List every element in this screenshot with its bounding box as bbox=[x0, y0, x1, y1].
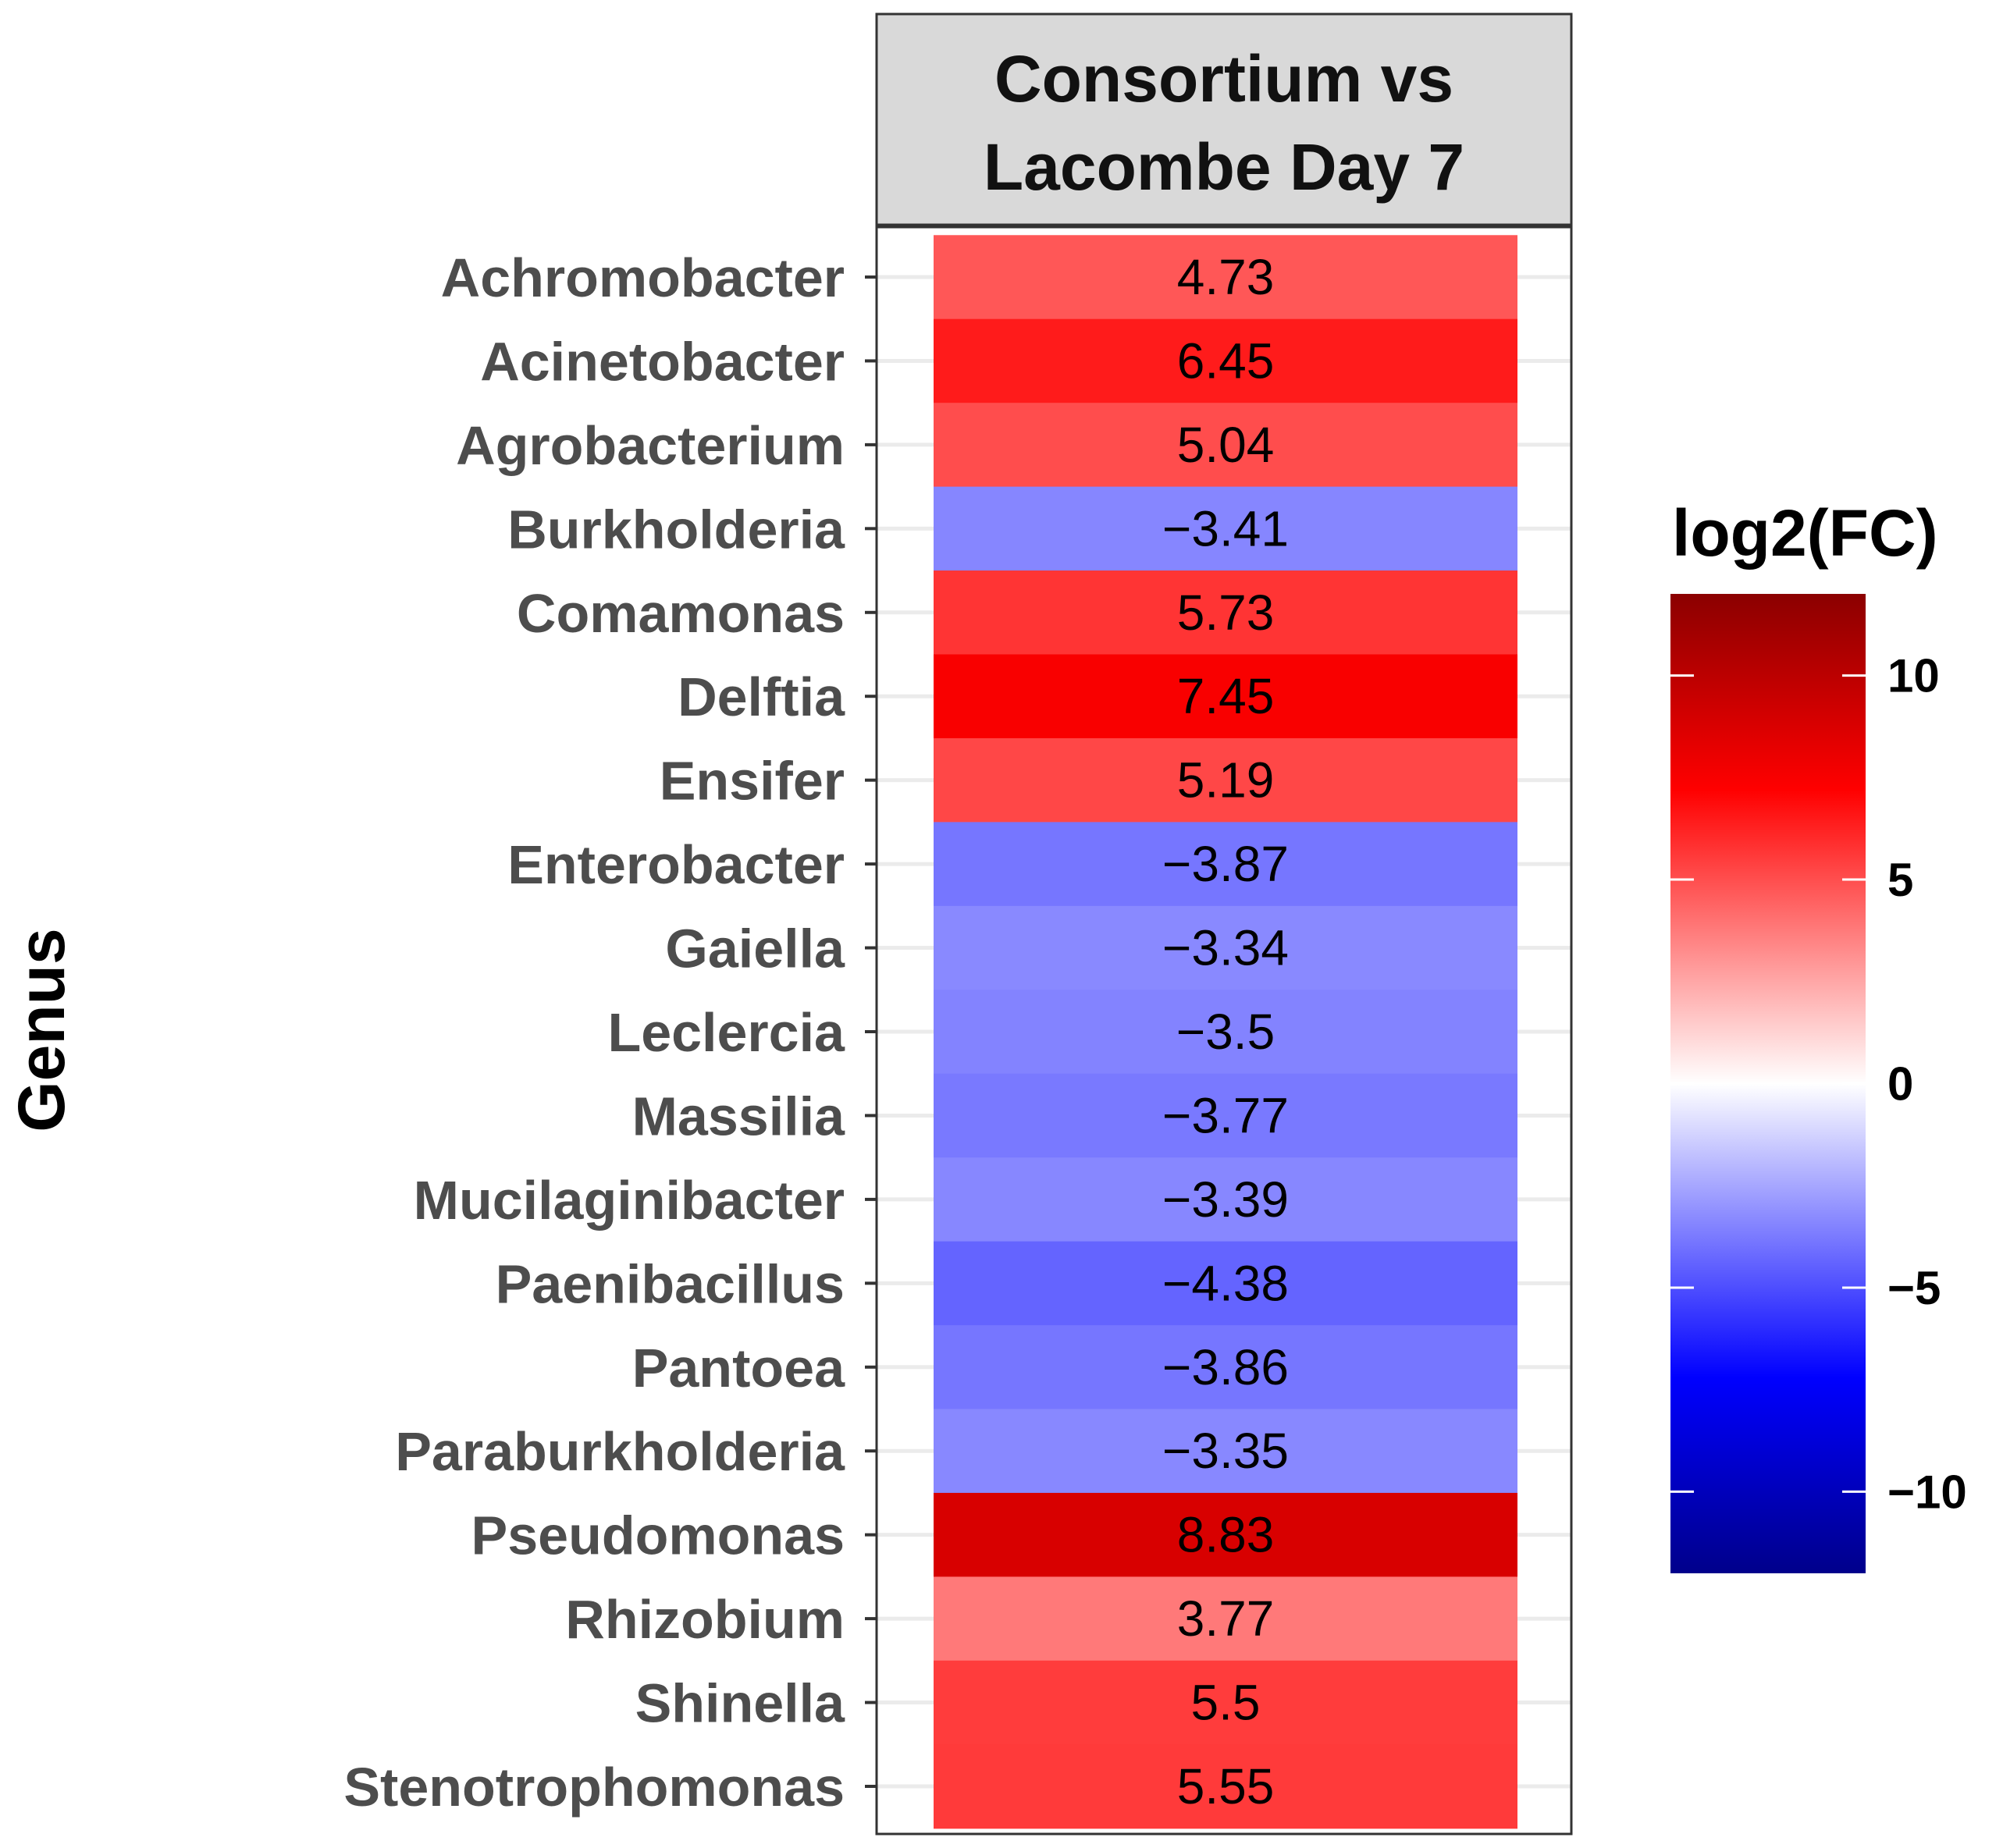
genus-label-leclercia: Leclercia bbox=[607, 1002, 845, 1063]
genus-label-paenibacillus: Paenibacillus bbox=[496, 1253, 845, 1314]
cell-value-label: −3.77 bbox=[1162, 1087, 1289, 1143]
heatmap-cell-paraburkholderia bbox=[934, 1409, 1517, 1494]
genus-label-enterobacter: Enterobacter bbox=[507, 834, 845, 895]
cell-value-label: −3.35 bbox=[1162, 1423, 1289, 1479]
genus-label-pantoea: Pantoea bbox=[632, 1338, 845, 1398]
genus-label-burkholderia: Burkholderia bbox=[507, 499, 845, 560]
heatmap-cell-pseudomonas bbox=[934, 1492, 1517, 1577]
heatmap-cell-gaiella bbox=[934, 905, 1517, 990]
heatmap-cell-achromobacter bbox=[934, 235, 1517, 320]
heatmap-cell-shinella bbox=[934, 1660, 1517, 1745]
cell-value-label: 5.73 bbox=[1177, 585, 1275, 641]
heatmap-cell-acinetobacter bbox=[934, 318, 1517, 403]
cell-value-label: −3.39 bbox=[1162, 1171, 1289, 1228]
legend-tick-label: −5 bbox=[1887, 1262, 1941, 1314]
genus-label-comamonas: Comamonas bbox=[517, 583, 845, 644]
cell-value-label: −3.86 bbox=[1162, 1339, 1289, 1395]
cell-value-label: −3.5 bbox=[1176, 1004, 1275, 1060]
cell-value-label: −3.34 bbox=[1162, 920, 1289, 976]
legend-tick-label: 5 bbox=[1887, 854, 1913, 906]
genus-label-ensifer: Ensifer bbox=[660, 751, 845, 812]
genus-label-pseudomonas: Pseudomonas bbox=[471, 1505, 845, 1566]
heatmap-cell-burkholderia bbox=[934, 486, 1517, 571]
heatmap-cell-delftia bbox=[934, 654, 1517, 739]
facet-strip bbox=[875, 12, 1573, 226]
cell-value-label: −4.38 bbox=[1162, 1255, 1289, 1311]
genus-label-delftia: Delftia bbox=[678, 666, 845, 727]
heatmap-cell-leclercia bbox=[934, 990, 1517, 1075]
genus-label-achromobacter: Achromobacter bbox=[441, 247, 845, 308]
cell-value-label: 7.45 bbox=[1177, 668, 1275, 724]
heatmap-cell-agrobacterium bbox=[934, 403, 1517, 488]
genus-label-shinella: Shinella bbox=[635, 1673, 845, 1734]
legend-title: log2(FC) bbox=[1672, 496, 1938, 570]
cell-value-label: 3.77 bbox=[1177, 1590, 1275, 1647]
facet-title-line-2: Lacombe Day 7 bbox=[984, 130, 1464, 204]
heatmap-cell-stenotrophomonas bbox=[934, 1744, 1517, 1829]
genus-axis-labels: Achromobacter Acinetobacter Agrobacterium B… bbox=[343, 247, 877, 1818]
heatmap-cell-ensifer bbox=[934, 737, 1517, 823]
legend-ticks: 10 5 0 −5 −10 bbox=[1670, 650, 1967, 1518]
genus-label-acinetobacter: Acinetobacter bbox=[480, 331, 845, 392]
genus-label-agrobacterium: Agrobacterium bbox=[456, 415, 845, 476]
heatmap-cell-massilia bbox=[934, 1073, 1517, 1158]
cell-value-label: 5.55 bbox=[1177, 1758, 1275, 1814]
heatmap-cell-enterobacter bbox=[934, 822, 1517, 907]
heatmap-cell-comamonas bbox=[934, 570, 1517, 656]
cell-value-label: 5.19 bbox=[1177, 752, 1275, 808]
cell-value-label: 8.83 bbox=[1177, 1507, 1275, 1563]
cell-value-label: 6.45 bbox=[1177, 332, 1275, 389]
cell-value-label: 5.5 bbox=[1191, 1675, 1261, 1731]
heatmap-cell-pantoea bbox=[934, 1325, 1517, 1410]
genus-label-gaiella: Gaiella bbox=[665, 919, 845, 979]
genus-label-mucilaginibacter: Mucilaginibacter bbox=[414, 1170, 845, 1231]
legend-tick-label: −10 bbox=[1887, 1466, 1967, 1518]
facet-title-line-1: Consortium vs bbox=[994, 42, 1453, 116]
heatmap-cell-paenibacillus bbox=[934, 1241, 1517, 1326]
genus-label-paraburkholderia: Paraburkholderia bbox=[395, 1421, 845, 1482]
legend-tick-label: 0 bbox=[1887, 1058, 1913, 1111]
plot-panel-border bbox=[875, 226, 1573, 1836]
y-axis-title: Genus bbox=[5, 928, 78, 1132]
legend-colorbar bbox=[1670, 594, 1866, 1573]
cell-value-label: 4.73 bbox=[1177, 249, 1275, 305]
genus-label-rhizobium: Rhizobium bbox=[565, 1589, 845, 1650]
heatmap-cell-mucilaginibacter bbox=[934, 1157, 1517, 1242]
legend-tick-label: 10 bbox=[1887, 650, 1940, 702]
cell-value-label: −3.87 bbox=[1162, 836, 1289, 892]
genus-label-massilia: Massilia bbox=[632, 1086, 845, 1146]
heatmap-cells: 4.73 6.45 5.04 −3.41 5.73 7.45 5.19 −3.87 −3.34 −… bbox=[934, 235, 1517, 1829]
heatmap-cell-rhizobium bbox=[934, 1576, 1517, 1661]
cell-value-label: −3.41 bbox=[1162, 500, 1289, 556]
genus-label-stenotrophomonas: Stenotrophomonas bbox=[343, 1757, 845, 1818]
cell-value-label: 5.04 bbox=[1177, 417, 1275, 473]
